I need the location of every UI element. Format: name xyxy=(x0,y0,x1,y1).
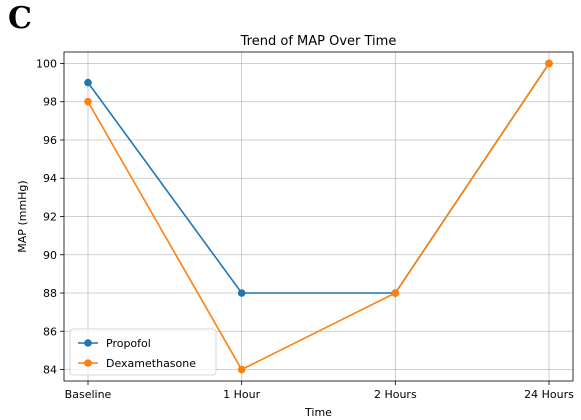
y-tick-label: 94 xyxy=(43,172,57,185)
y-tick-label: 84 xyxy=(43,364,57,377)
legend: Propofol Dexamethasone xyxy=(69,328,217,376)
y-tick-label: 100 xyxy=(36,57,57,70)
y-axis-label: MAP (mmHg) xyxy=(16,180,29,252)
y-tick-label: 92 xyxy=(43,211,57,224)
y-tick-label: 98 xyxy=(43,96,57,109)
y-ticks: 84 86 88 90 92 94 96 98 100 xyxy=(36,57,64,377)
data-point xyxy=(84,78,92,87)
legend-marker xyxy=(84,359,92,367)
legend-box xyxy=(69,328,217,376)
legend-label: Propofol xyxy=(106,337,151,350)
legend-marker xyxy=(84,339,92,347)
y-tick-label: 90 xyxy=(43,249,57,262)
chart-title: Trend of MAP Over Time xyxy=(240,34,397,49)
grid-layer xyxy=(64,52,573,381)
x-tick-label: Baseline xyxy=(65,388,112,401)
y-tick-label: 86 xyxy=(43,325,57,338)
legend-label: Dexamethasone xyxy=(106,357,196,370)
y-tick-label: 88 xyxy=(43,287,57,300)
series-line-1 xyxy=(87,63,550,371)
data-point xyxy=(237,289,246,297)
panel-label: C xyxy=(8,1,32,36)
data-point xyxy=(237,365,246,374)
x-tick-label: 24 Hours xyxy=(524,388,574,401)
data-point xyxy=(391,289,400,297)
x-axis-label: Time xyxy=(304,406,332,419)
y-tick-label: 96 xyxy=(43,134,57,147)
x-ticks: Baseline 1 Hour 2 Hours 24 Hours xyxy=(65,381,574,401)
x-tick-label: 2 Hours xyxy=(374,388,417,401)
data-point xyxy=(84,97,92,106)
x-tick-label: 1 Hour xyxy=(223,388,260,401)
series-layer xyxy=(84,59,553,374)
data-point xyxy=(545,59,553,68)
